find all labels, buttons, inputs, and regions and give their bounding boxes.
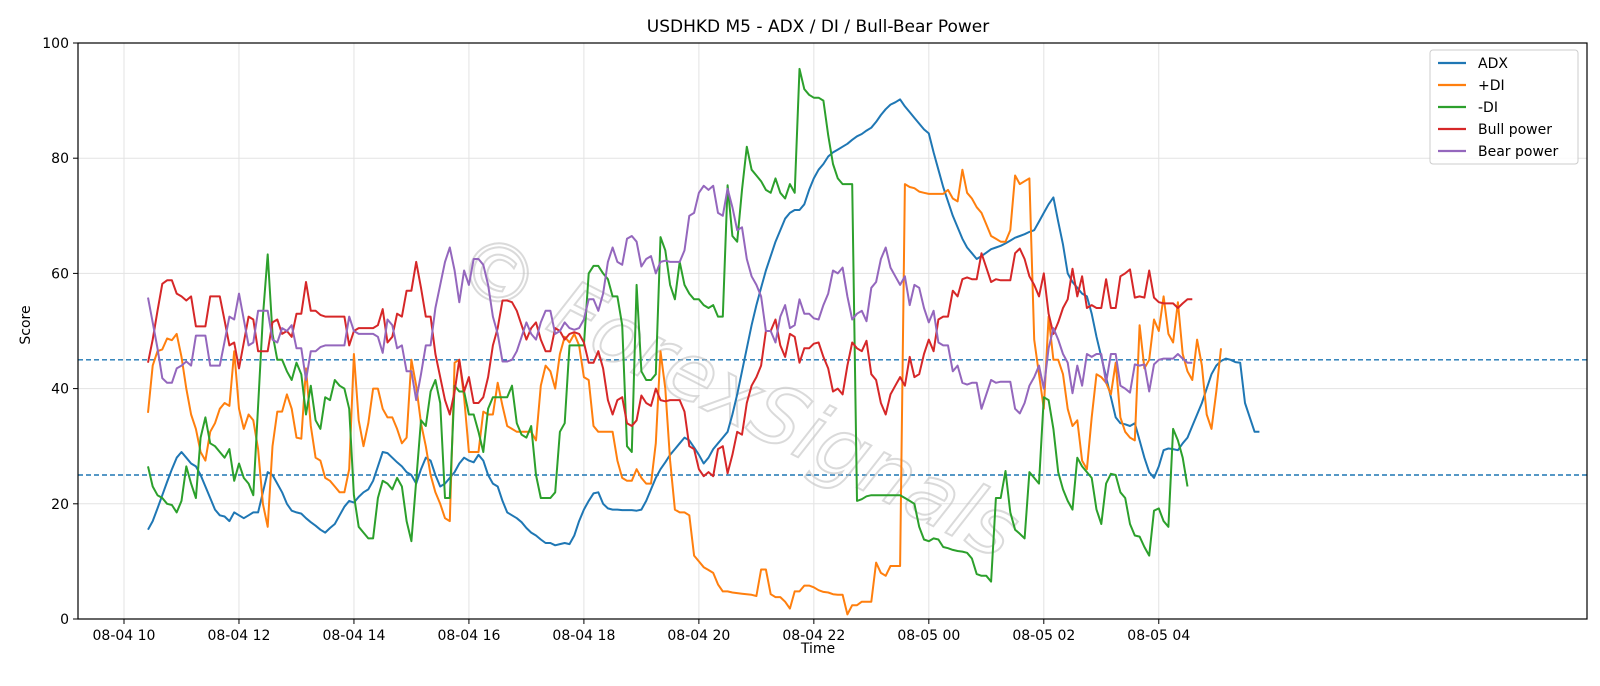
x-tick-label: 08-04 12 bbox=[207, 628, 270, 644]
legend-label: -DI bbox=[1478, 100, 1498, 116]
y-tick-label: 20 bbox=[51, 497, 69, 513]
x-axis-title: Time bbox=[800, 641, 835, 657]
legend-label: Bull power bbox=[1478, 122, 1552, 138]
x-tick-label: 08-05 02 bbox=[1012, 628, 1075, 644]
legend: ADX +DI -DI Bull power Bear power bbox=[1429, 49, 1579, 165]
series-lines bbox=[147, 67, 1260, 616]
y-tick-label: 60 bbox=[51, 266, 69, 282]
series-line-minus-di bbox=[147, 67, 1189, 583]
y-tick-label: 80 bbox=[51, 151, 69, 167]
series-line-bear-power bbox=[147, 184, 1193, 415]
legend-label: +DI bbox=[1478, 78, 1505, 94]
x-tick-label: 08-04 10 bbox=[93, 628, 156, 644]
plot-frame bbox=[77, 42, 1588, 620]
x-tick-label: 08-04 20 bbox=[667, 628, 730, 644]
x-tick-label: 08-04 22 bbox=[782, 628, 845, 644]
x-tick-label: 08-05 00 bbox=[897, 628, 960, 644]
y-axis-title: Score bbox=[18, 305, 34, 344]
x-tick-label: 08-04 14 bbox=[322, 628, 385, 644]
y-tick-label: 100 bbox=[42, 36, 69, 52]
reference-lines bbox=[78, 359, 1587, 476]
series-line-bull-power bbox=[147, 247, 1193, 478]
x-tick-label: 08-04 18 bbox=[552, 628, 615, 644]
x-axis-ticks: 08-04 10 08-04 12 08-04 14 08-04 16 08-04 18… bbox=[93, 619, 1190, 644]
y-tick-label: 0 bbox=[60, 612, 69, 628]
series-line-adx bbox=[147, 98, 1260, 547]
y-axis-ticks: 0 20 40 60 80 100 bbox=[42, 36, 78, 628]
legend-box bbox=[1429, 49, 1579, 165]
legend-label: Bear power bbox=[1478, 144, 1559, 160]
x-tick-label: 08-05 04 bbox=[1127, 628, 1190, 644]
x-tick-label: 08-04 16 bbox=[437, 628, 500, 644]
series-line-plus-di bbox=[147, 168, 1222, 616]
legend-label: ADX bbox=[1478, 56, 1508, 72]
chart-title: USDHKD M5 - ADX / DI / Bull-Bear Power bbox=[647, 17, 989, 37]
y-tick-label: 40 bbox=[51, 382, 69, 398]
